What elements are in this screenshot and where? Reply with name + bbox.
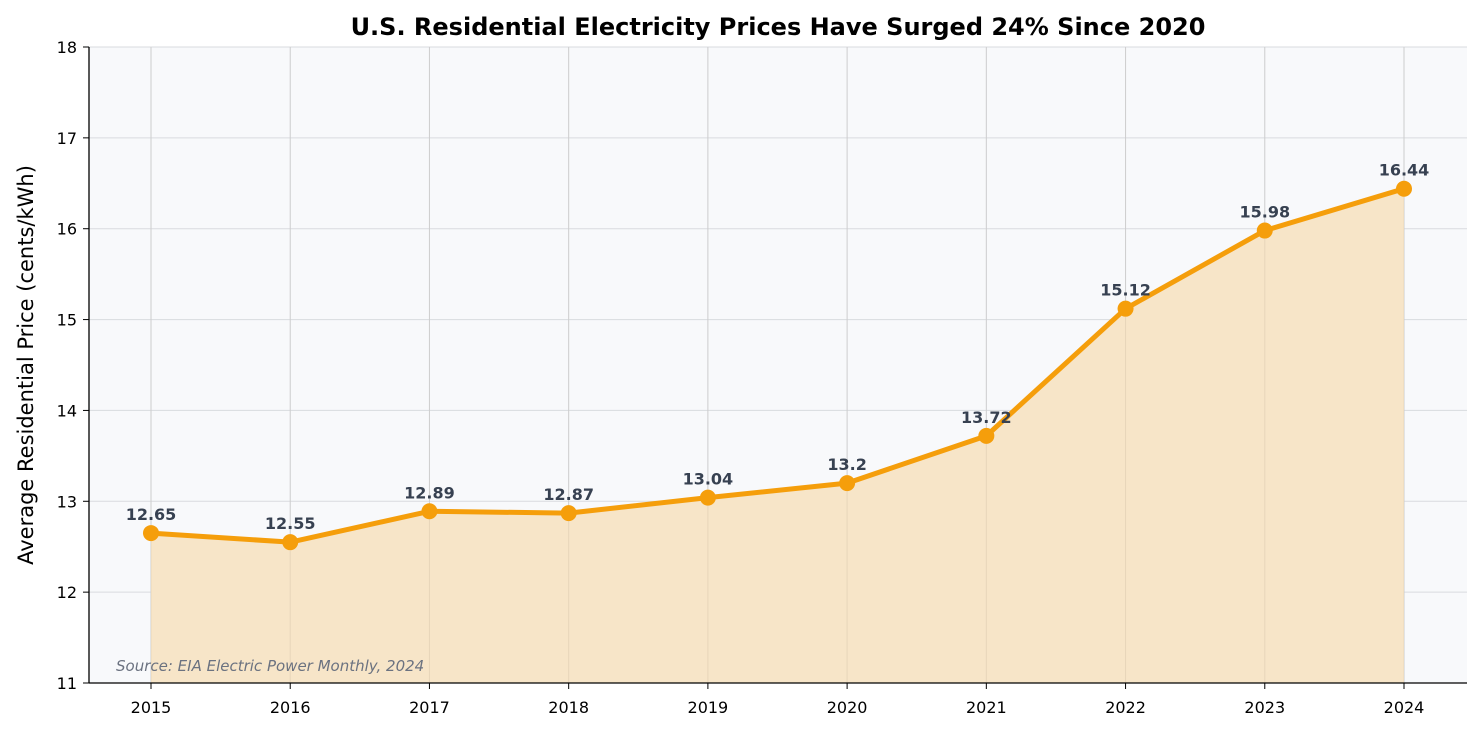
data-point xyxy=(560,505,577,522)
data-label: 16.44 xyxy=(1379,161,1430,180)
y-tick-label: 14 xyxy=(57,401,77,420)
data-label: 12.55 xyxy=(265,514,316,533)
area-fill xyxy=(151,188,1404,684)
y-tick-label: 18 xyxy=(57,38,77,57)
x-ticks: 2015 2016 2017 2018 2019 2020 2021 2022 2023 2024 xyxy=(131,683,1425,717)
data-points xyxy=(143,180,1412,551)
chart-title: U.S. Residential Electricity Prices Have… xyxy=(351,13,1206,41)
x-tick-label: 2016 xyxy=(270,698,311,717)
source-annotation: Source: EIA Electric Power Monthly, 2024 xyxy=(116,657,424,675)
data-point xyxy=(1256,222,1273,239)
y-tick-label: 15 xyxy=(57,311,77,330)
data-point xyxy=(1396,180,1412,197)
data-label: 13.04 xyxy=(683,470,734,489)
y-tick-label: 12 xyxy=(57,583,77,602)
x-tick-label: 2017 xyxy=(409,698,450,717)
x-tick-label: 2024 xyxy=(1384,698,1425,717)
data-label: 13.72 xyxy=(961,408,1012,427)
x-tick-label: 2023 xyxy=(1244,698,1285,717)
y-tick-label: 11 xyxy=(57,674,77,693)
data-point xyxy=(1117,300,1134,317)
x-tick-label: 2015 xyxy=(131,698,172,717)
grid-overlay xyxy=(150,47,1405,683)
x-tick-label: 2021 xyxy=(966,698,1007,717)
x-tick-label: 2020 xyxy=(827,698,868,717)
data-label: 12.89 xyxy=(404,483,455,502)
data-label: 13.2 xyxy=(827,455,866,474)
y-axis-label: Average Residential Price (cents/kWh) xyxy=(14,165,38,565)
data-point xyxy=(699,489,716,506)
x-tick-label: 2022 xyxy=(1105,698,1146,717)
data-point xyxy=(839,475,856,492)
data-label: 15.12 xyxy=(1100,281,1151,300)
data-point xyxy=(978,427,995,444)
data-point xyxy=(421,503,438,520)
x-tick-label: 2018 xyxy=(548,698,589,717)
x-tick-label: 2019 xyxy=(688,698,729,717)
data-labels: 12.65 12.55 12.89 12.87 13.04 13.2 13.72 15.12 1… xyxy=(126,161,1430,533)
data-label: 12.65 xyxy=(126,505,177,524)
series-line xyxy=(150,186,1405,545)
data-label: 12.87 xyxy=(543,485,594,504)
data-label: 15.98 xyxy=(1239,203,1290,222)
y-tick-label: 17 xyxy=(57,129,77,148)
y-tick-label: 16 xyxy=(57,220,77,239)
y-tick-label: 13 xyxy=(57,492,77,511)
y-ticks: 11 12 13 14 15 16 17 18 xyxy=(57,38,89,693)
data-point xyxy=(143,525,159,542)
data-point xyxy=(282,534,299,551)
